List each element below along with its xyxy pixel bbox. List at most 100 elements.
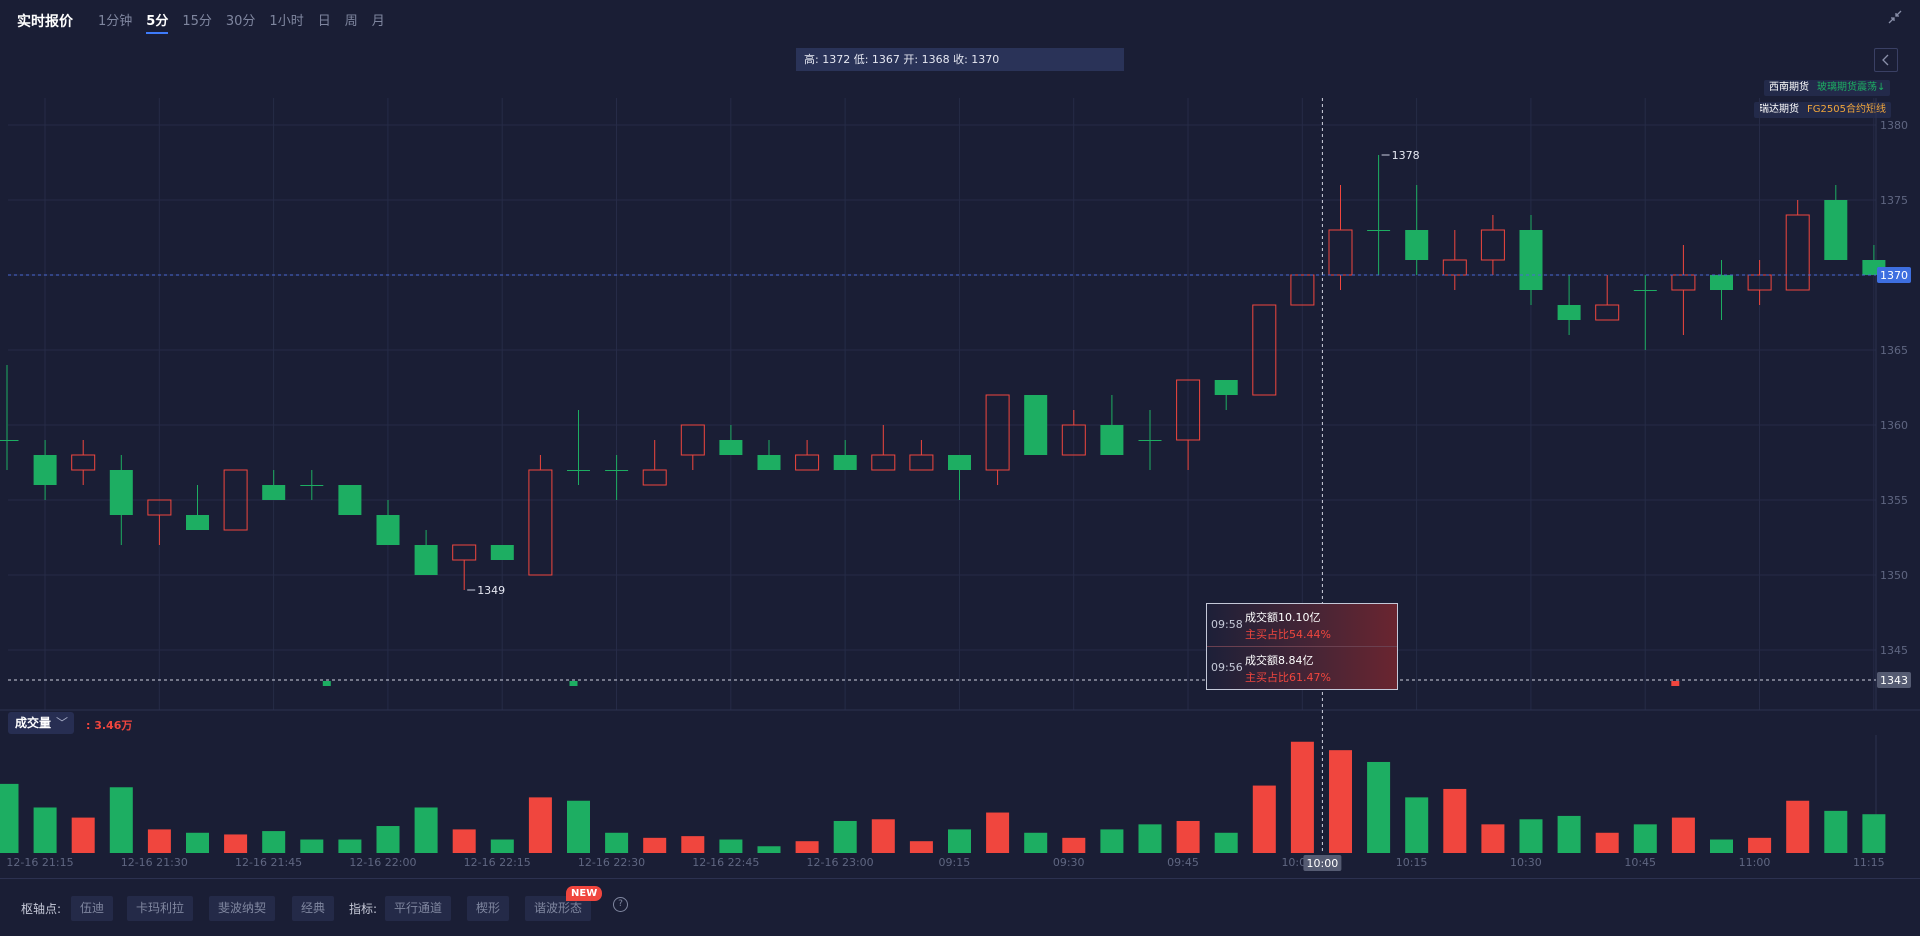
indicator-wedge-button[interactable]: 楔形 [467, 896, 510, 921]
candle-body [376, 515, 400, 545]
volume-label: 成交量 [15, 716, 52, 730]
broker-news-1[interactable]: 瑞达期货 FG2505合约短线 [1754, 102, 1891, 118]
candle-body [109, 470, 133, 515]
volume-bar [605, 832, 629, 853]
candle-body [300, 485, 324, 486]
volume-bar [1748, 837, 1772, 853]
volume-bar [300, 839, 324, 853]
volume-bar [1633, 824, 1657, 853]
volume-bar [1557, 815, 1581, 853]
collapse-icon[interactable] [1887, 9, 1903, 25]
volume-bar [1290, 741, 1314, 853]
candle-body [414, 545, 438, 575]
volume-bar [1176, 820, 1200, 853]
tooltip-ratio: 主买占比61.47% [1245, 671, 1331, 684]
x-tick-label: 09:15 [939, 856, 971, 869]
candle-body [1480, 229, 1505, 261]
annotation-label: 1378 [1392, 149, 1420, 162]
pivot-camarilla-button[interactable]: 卡玛利拉 [127, 896, 194, 921]
broker-name: 西南期货 [1769, 82, 1809, 93]
broker-name: 瑞达期货 [1759, 104, 1799, 115]
tooltip-row: 09:58 成交额10.10亿 主买占比54.44% [1207, 604, 1397, 646]
volume-bar [1138, 824, 1162, 853]
volume-bar [0, 783, 19, 853]
signal-marker-icon [1671, 681, 1680, 686]
volume-bar [1824, 810, 1848, 853]
drawing-toolbar: 枢轴点: 伍迪 卡玛利拉 斐波纳契 经典 指标: 平行通道 楔形 谐波形态 [0, 878, 1920, 936]
tab-1min[interactable]: 1分钟 [98, 14, 133, 29]
volume-bar [452, 829, 476, 853]
crosshair-price-label: 1343 [1880, 674, 1908, 687]
candle-body [1595, 304, 1620, 321]
indicator-harmonic-button[interactable]: 谐波形态 [525, 896, 592, 921]
candle-body [948, 455, 971, 470]
tooltip-divider [1207, 646, 1397, 647]
volume-bar [1100, 829, 1124, 853]
x-tick-label: 12-16 23:00 [807, 856, 874, 869]
volume-bar [1367, 761, 1391, 853]
price-tick-label: 1380 [1880, 119, 1908, 132]
volume-bar [986, 812, 1010, 853]
candle-body [1785, 214, 1810, 291]
price-tick-label: 1365 [1880, 344, 1908, 357]
tooltip-row: 09:56 成交额8.84亿 主买占比61.47% [1207, 647, 1397, 689]
tooltip-ratio: 主买占比54.44% [1245, 628, 1331, 641]
candle-body [452, 544, 477, 561]
volume-indicator-select[interactable]: 成交量 ﹀ [8, 712, 74, 734]
volume-bar [186, 832, 209, 853]
broker-news-0[interactable]: 西南期货 玻璃期货震荡↓ [1764, 80, 1891, 96]
tab-15min[interactable]: 15分 [182, 14, 212, 29]
pivot-classic-button[interactable]: 经典 [292, 896, 335, 921]
trade-tooltip: 09:58 成交额10.10亿 主买占比54.44% 09:56 成交额8.84… [1206, 603, 1398, 690]
side-panel-toggle[interactable] [1874, 48, 1898, 72]
price-tick-label: 1345 [1880, 644, 1908, 657]
indicator-channel-button[interactable]: 平行通道 [385, 896, 452, 921]
volume-bar [1062, 837, 1086, 853]
volume-bar [1862, 814, 1886, 853]
candle-body [1519, 230, 1543, 290]
candle-body [680, 424, 705, 456]
volume-value: : 3.46万 [86, 719, 133, 732]
volume-bar [147, 829, 171, 853]
candle-body [642, 469, 667, 486]
candle-body [1061, 424, 1086, 456]
volume-bar [109, 787, 133, 853]
x-tick-label: 12-16 22:00 [349, 856, 416, 869]
volume-bar [33, 807, 57, 853]
candle-body [985, 394, 1010, 471]
volume-bar [1329, 750, 1352, 853]
candle-body [1442, 259, 1467, 276]
help-icon[interactable]: ? [613, 897, 628, 912]
chevron-down-icon: ﹀ [55, 716, 68, 730]
volume-bar [490, 839, 514, 853]
volume-bar [338, 839, 362, 853]
x-tick-label: 10:45 [1624, 856, 1656, 869]
tab-5min[interactable]: 5分 [146, 10, 169, 34]
candle-body [528, 469, 553, 576]
new-badge: NEW [566, 886, 603, 901]
current-price-label: 1370 [1880, 269, 1908, 282]
tooltip-amount: 成交额8.84亿 [1245, 654, 1314, 667]
annotation-label: 1349 [477, 584, 505, 597]
candlestick-chart[interactable]: 1380 1375 1370 1365 1360 1355 1350 1345 1349 1378… [0, 0, 1920, 878]
tab-week[interactable]: 周 [344, 14, 358, 29]
pivot-woodie-button[interactable]: 伍迪 [71, 896, 114, 921]
candle-body [490, 545, 514, 560]
price-tick-label: 1360 [1880, 419, 1908, 432]
candle-body [1633, 290, 1657, 291]
pivot-fibonacci-button[interactable]: 斐波纳契 [209, 896, 276, 921]
tab-month[interactable]: 月 [371, 14, 385, 29]
crosshair-price-tag [1877, 672, 1911, 688]
volume-bar [1214, 832, 1238, 853]
candle-body [147, 499, 172, 516]
candle-body [1367, 230, 1391, 231]
broker-message: 玻璃期货震荡↓ [1817, 82, 1886, 93]
volume-bar [1024, 832, 1048, 853]
tab-30min[interactable]: 30分 [225, 14, 256, 29]
tooltip-time: 09:58 [1211, 618, 1243, 631]
tab-day[interactable]: 日 [317, 14, 331, 29]
tab-1hour[interactable]: 1小时 [269, 14, 304, 29]
candle-body [1100, 425, 1124, 455]
candle-body [1328, 229, 1353, 276]
candle-body [1710, 275, 1733, 290]
